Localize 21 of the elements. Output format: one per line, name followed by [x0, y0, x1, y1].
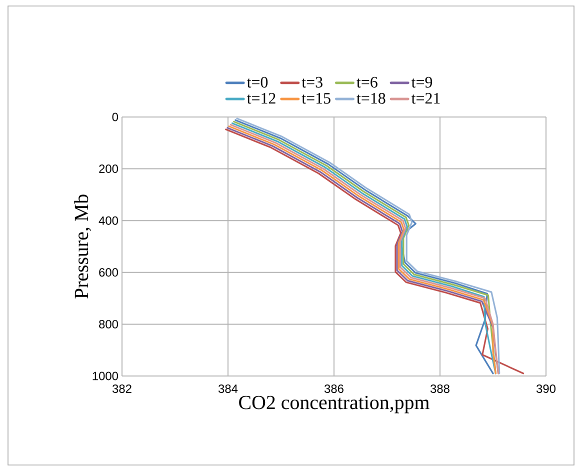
legend-label: t=12 [246, 92, 276, 104]
legend-label: t=3 [302, 76, 322, 88]
x-tick-label: 390 [536, 384, 556, 393]
y-tick-label: 1000 [92, 372, 118, 380]
y-tick-label: 400 [98, 216, 118, 225]
legend-label: t=6 [356, 76, 378, 88]
x-tick-label: 384 [218, 384, 238, 393]
y-tick-label: 600 [99, 268, 118, 277]
legend-label: t=21 [411, 92, 440, 104]
legend-label: t=18 [356, 92, 386, 104]
y-tick-label: 800 [99, 320, 118, 328]
x-axis-title: CO2 concentration,ppm [239, 396, 430, 414]
y-axis-title: Pressure, Mb [74, 194, 92, 298]
x-tick-label: 386 [324, 384, 344, 393]
legend-label: t=0 [246, 76, 268, 88]
y-tick-label: 0 [112, 112, 118, 122]
x-tick-label: 382 [112, 384, 132, 393]
legend-label: t=15 [302, 92, 330, 104]
y-tick-label: 200 [99, 164, 118, 174]
legend-label: t=9 [411, 76, 432, 88]
x-tick-label: 388 [430, 384, 450, 393]
